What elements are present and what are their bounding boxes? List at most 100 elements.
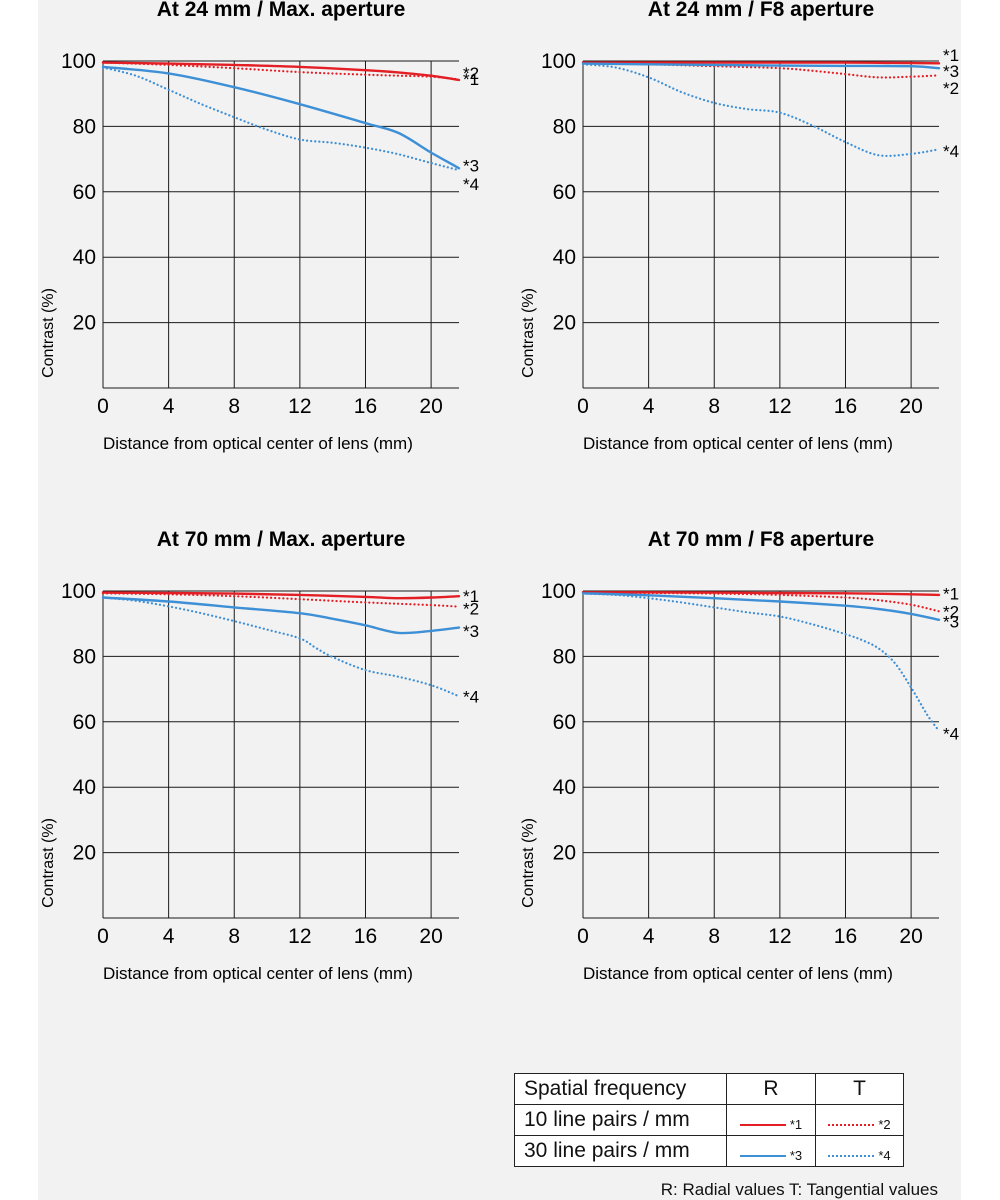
series-line-1 [581,61,941,65]
y-tick-label: 20 [553,312,576,335]
series-line-4 [101,66,461,172]
y-tick-label: 60 [553,181,576,204]
y-tick-label: 80 [553,115,576,138]
series-line-4 [581,63,941,158]
series-end-label: *4 [463,175,479,194]
y-tick-label: 40 [73,246,96,269]
series-end-label: *4 [463,687,479,706]
series-line-3 [101,65,461,170]
y-tick-label: 80 [553,645,576,668]
y-tick-label: 80 [73,115,96,138]
y-axis-label: Contrast (%) [520,288,537,378]
x-tick-label: 20 [419,925,442,948]
y-tick-label: 100 [61,580,96,603]
x-tick-label: 20 [899,925,922,948]
chart-4: At 70 mm / F8 aperture 20 40 60 80 100 0 4 8 12 16… [520,528,959,983]
x-tick-label: 12 [288,395,311,418]
series-end-label: *1 [463,587,479,606]
series-end-label: *3 [943,62,959,81]
y-tick-label: 60 [73,711,96,734]
series-line-2 [101,61,461,81]
x-tick-label: 4 [163,395,175,418]
legend-sample-10lp-radial: *1 [726,1104,816,1136]
chart-1: At 24 mm / Max. aperture 20 40 60 80 100 0 4 8 12… [40,0,479,453]
x-tick-label: 8 [228,395,240,418]
x-tick-label: 0 [97,925,109,948]
y-tick-label: 40 [553,246,576,269]
legend-line-blue-solid [739,1154,786,1157]
series-end-label: *4 [943,725,959,744]
legend-sample-10lp-tangential: *2 [815,1104,904,1136]
y-tick-label: 60 [73,181,96,204]
legend-table: Spatial frequency R T 10 line pairs / mm… [514,1073,904,1167]
x-axis-label: Distance from optical center of lens (mm… [103,964,413,983]
y-tick-label: 40 [73,776,96,799]
legend-note: R: Radial values T: Tangential values [660,1180,938,1199]
x-tick-label: 16 [834,925,857,948]
x-tick-label: 16 [354,395,377,418]
series-end-label: *1 [463,70,479,89]
legend-sample-label-3: *3 [789,1148,803,1164]
legend-sample-label-4: *4 [878,1148,891,1164]
x-tick-label: 12 [768,925,791,948]
series-line-1 [101,61,461,82]
series-line-2 [101,592,461,608]
y-tick-label: 100 [541,580,576,603]
legend-line-blue-dotted [828,1154,875,1157]
chart-title: At 24 mm / F8 aperture [648,0,874,21]
series-line-4 [581,592,941,733]
legend-label-10lp: 10 line pairs / mm [514,1104,727,1136]
legend-header-radial: R [726,1073,816,1105]
figure-background [38,0,961,1200]
x-tick-label: 12 [288,925,311,948]
x-axis-label: Distance from optical center of lens (mm… [103,434,413,453]
y-axis-label: Contrast (%) [40,818,57,908]
legend-row-10lp: 10 line pairs / mm *1 *2 [514,1104,904,1136]
legend-sample-label-2: *2 [878,1117,891,1133]
x-tick-label: 8 [708,925,720,948]
x-tick-label: 8 [708,395,720,418]
series-line-4 [101,596,461,698]
legend-header-frequency: Spatial frequency [514,1073,727,1105]
y-tick-label: 60 [553,711,576,734]
series-line-3 [101,596,461,635]
y-tick-label: 40 [553,776,576,799]
y-tick-label: 100 [541,50,576,73]
series-end-label: *2 [463,64,479,83]
x-tick-label: 20 [419,395,442,418]
x-tick-label: 16 [354,925,377,948]
legend-row-30lp: 30 line pairs / mm *3 *4 [514,1135,904,1167]
y-tick-label: 80 [73,645,96,668]
series-end-label: *4 [943,142,959,161]
y-tick-label: 100 [61,50,96,73]
series-end-label: *2 [943,79,959,98]
chart-3: At 70 mm / Max. aperture 20 40 60 80 100 0 4 8 12… [40,528,479,983]
series-end-label: *1 [943,584,959,603]
y-axis-label: Contrast (%) [520,818,537,908]
series-end-label: *3 [463,157,479,176]
legend-line-red-solid [739,1123,786,1126]
legend-sample-30lp-tangential: *4 [815,1135,904,1167]
x-tick-label: 8 [228,925,240,948]
x-tick-label: 0 [577,925,589,948]
series-end-label: *3 [463,622,479,641]
x-tick-label: 4 [643,395,655,418]
legend-sample-30lp-radial: *3 [726,1135,816,1167]
chart-title: At 70 mm / Max. aperture [157,528,406,551]
x-tick-label: 0 [577,395,589,418]
x-tick-label: 16 [834,395,857,418]
chart-title: At 70 mm / F8 aperture [648,528,874,551]
y-tick-label: 20 [553,842,576,865]
legend-header-tangential: T [815,1073,904,1105]
series-end-label: *1 [943,46,959,65]
y-tick-label: 20 [73,312,96,335]
x-tick-label: 20 [899,395,922,418]
series-end-label: *3 [943,612,959,631]
chart-title: At 24 mm / Max. aperture [157,0,406,21]
legend-label-30lp: 30 line pairs / mm [514,1135,727,1167]
series-line-3 [581,592,941,621]
x-tick-label: 0 [97,395,109,418]
series-line-1 [101,591,461,600]
legend-sample-label-1: *1 [789,1117,803,1133]
